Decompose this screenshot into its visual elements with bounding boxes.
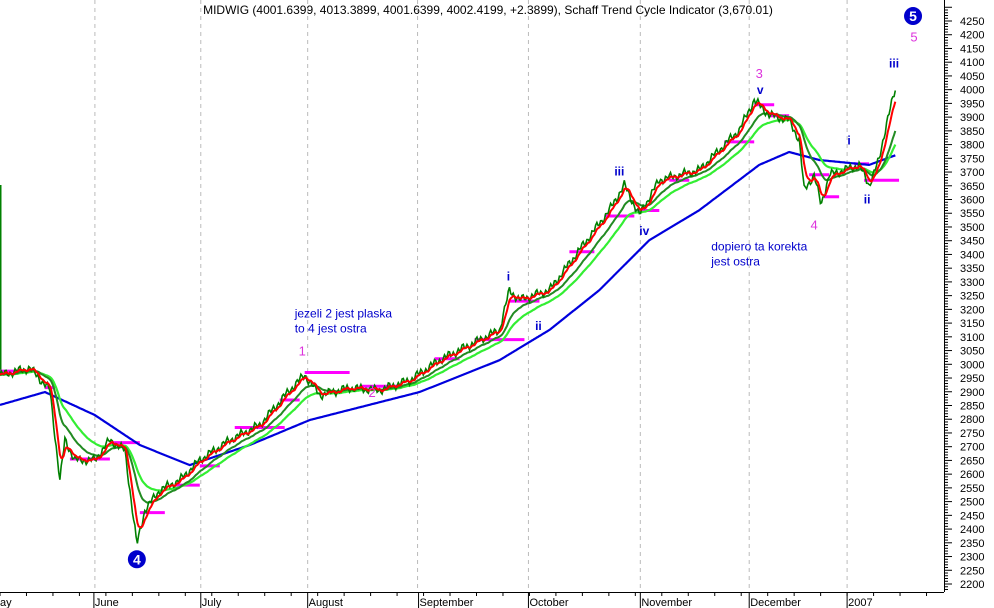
y-tick-label: 2750 [960,428,984,440]
wave-label-sub: i [507,270,510,284]
y-tick-label: 2600 [960,469,984,481]
month-label: July [202,597,222,608]
chart-note: to 4 jest ostra [295,322,367,336]
wave-label-sub: ii [535,319,542,333]
mid-average-line [0,112,897,504]
series-lines [0,90,897,544]
month-label: September [420,597,474,608]
y-tick-label: 4250 [960,16,984,28]
month-label: October [529,597,568,608]
y-tick-label: 2950 [960,373,984,385]
y-tick-label: 2350 [960,538,984,550]
month-label: June [95,597,119,608]
y-axis: 2200225023002350240024502500255026002650… [944,0,984,592]
circled-wave-label: 5 [909,8,917,24]
month-label: ay [0,597,12,608]
y-tick-label: 2450 [960,510,984,522]
y-tick-label: 3200 [960,304,984,316]
y-tick-label: 3950 [960,98,984,110]
y-tick-label: 4050 [960,71,984,83]
wave-label-wave: 1 [299,344,306,359]
y-tick-label: 3300 [960,277,984,289]
level-markers [0,103,900,515]
y-tick-label: 4150 [960,43,984,55]
wave-label-wave: 3 [756,66,763,81]
month-label: December [750,597,801,608]
wave-circle [127,550,146,569]
y-tick-label: 4000 [960,85,984,97]
y-tick-label: 2550 [960,483,984,495]
wave-circle [904,7,923,26]
y-tick-label: 4100 [960,57,984,69]
wave-label-wave: 4 [811,218,818,233]
wave-label-wave: 5 [910,30,917,45]
y-tick-label: 3550 [960,208,984,220]
month-label: August [309,597,343,608]
y-tick-label: 4200 [960,30,984,42]
slow-average-line [0,118,897,492]
y-tick-label: 3000 [960,359,984,371]
moving-average-line [0,150,896,467]
y-tick-label: 2200 [960,579,984,591]
y-tick-label: 3050 [960,346,984,358]
y-tick-label: 3250 [960,291,984,303]
gridlines [94,0,848,592]
wave-label-wave: 2 [368,385,375,400]
month-label: 2007 [848,597,872,608]
y-tick-label: 3600 [960,195,984,207]
month-label: November [641,597,692,608]
x-axis: ay June July August September October November… [0,592,944,608]
y-tick-label: 3800 [960,140,984,152]
y-tick-label: 3100 [960,332,984,344]
wave-label-sub: iii [889,57,899,71]
y-tick-label: 2850 [960,400,984,412]
y-tick-label: 2250 [960,565,984,577]
y-tick-label: 3650 [960,181,984,193]
circled-wave-label: 4 [133,551,141,567]
y-tick-label: 3850 [960,126,984,138]
y-tick-label: 3500 [960,222,984,234]
y-tick-label: 2700 [960,442,984,454]
y-tick-label: 3750 [960,153,984,165]
chart-title: MIDWIG (4001.6399, 4013.3899, 4001.6399,… [203,3,773,17]
y-tick-label: 3450 [960,236,984,248]
wave-label-sub: v [757,83,764,97]
y-tick-label: 2300 [960,552,984,564]
fast-average-line [0,101,897,529]
y-tick-label: 3400 [960,249,984,261]
y-tick-label: 2650 [960,455,984,467]
y-tick-label: 2900 [960,387,984,399]
y-tick-label: 2500 [960,497,984,509]
wave-label-sub: iv [639,224,649,238]
y-tick-label: 2800 [960,414,984,426]
wave-label-sub: i [847,134,850,148]
chart-note: jezeli 2 jest plaska [294,307,393,321]
y-tick-label: 3900 [960,112,984,124]
chart-note: jest ostra [710,254,760,268]
y-tick-label: 3350 [960,263,984,275]
y-tick-label: 2400 [960,524,984,536]
y-tick-label: 3150 [960,318,984,330]
chart-note: dopiero ta korekta [711,239,807,253]
y-tick-label: 3700 [960,167,984,179]
price-line [0,90,897,544]
wave-label-sub: ii [864,193,871,207]
wave-label-sub: iii [614,164,624,178]
